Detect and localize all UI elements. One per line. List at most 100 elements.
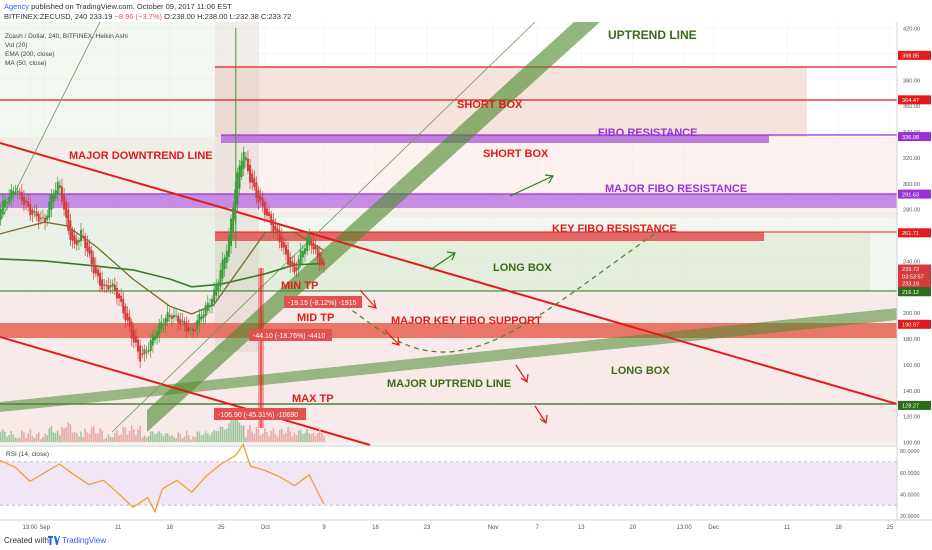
candle-body <box>134 336 137 343</box>
candle-body <box>276 228 279 233</box>
candle-body <box>31 209 34 215</box>
volume-bar <box>8 435 10 442</box>
volume-bar <box>310 433 313 442</box>
volume-bar <box>308 433 311 442</box>
candle-body <box>39 217 42 219</box>
candle-body <box>73 235 76 244</box>
max-tp-label: MAX TP <box>292 393 334 405</box>
volume-bar <box>272 428 275 442</box>
rsi-tick: 80.0000 <box>900 449 920 455</box>
candle-body <box>232 207 235 233</box>
candle-body <box>270 214 273 225</box>
candle-body <box>124 306 127 321</box>
volume-bar <box>314 436 317 442</box>
candle-body <box>153 336 156 341</box>
volume-bar <box>268 436 270 442</box>
rsi-tick: 40.0000 <box>900 493 920 499</box>
candle-body <box>162 324 165 326</box>
candle-body <box>223 257 226 269</box>
volume-bar <box>133 429 135 442</box>
volume-bar <box>166 433 169 442</box>
rsi-band <box>0 461 897 506</box>
candle-body <box>274 225 277 231</box>
candle-body <box>29 204 32 216</box>
volume-bar <box>35 433 38 442</box>
time-tick: 7 <box>536 525 540 531</box>
volume-bar <box>99 428 101 442</box>
time-tick: 13:00 <box>677 525 693 531</box>
candle-body <box>278 230 281 243</box>
volume-bar <box>202 434 205 442</box>
volume-bar <box>297 430 300 442</box>
candle-body <box>46 215 49 221</box>
tradingview-brand[interactable]: TradingView <box>62 536 107 545</box>
candle-body <box>202 314 205 319</box>
candle-body <box>200 316 203 320</box>
candle-body <box>20 191 23 202</box>
candle-body <box>22 196 25 205</box>
volume-bar <box>321 433 323 442</box>
candle-body <box>37 213 40 222</box>
price-marker-tag <box>898 278 931 288</box>
price-marker-tag <box>898 287 931 297</box>
volume-bar <box>50 426 53 442</box>
volume-bar <box>158 431 160 442</box>
candle-body <box>249 164 252 183</box>
min-tp-label: MIN TP <box>281 280 318 292</box>
volume-bar <box>149 431 152 442</box>
candle-body <box>14 192 17 194</box>
candle-body <box>71 230 74 241</box>
volume-bar <box>238 422 241 442</box>
author-link[interactable]: Agency <box>4 2 30 11</box>
candle-body <box>320 258 323 265</box>
volume-bar <box>196 431 199 442</box>
volume-bar <box>109 436 112 442</box>
candle-body <box>282 242 285 248</box>
candle-body <box>234 189 237 220</box>
rsi-tick: 60.0000 <box>900 471 920 477</box>
time-tick: 20 <box>629 525 636 531</box>
volume-bar <box>295 435 298 442</box>
candle-body <box>287 249 290 265</box>
volume-bar <box>75 433 78 442</box>
symbol-title: Zcash / Dollar, 240, BITFINEX, Heikin As… <box>5 33 128 40</box>
candle-body <box>145 351 148 353</box>
time-axis <box>0 520 932 532</box>
price-tick: 280.00 <box>903 208 920 214</box>
volume-bar <box>173 436 175 442</box>
candle-body <box>16 190 19 193</box>
major-uptrend-channel <box>0 308 897 412</box>
volume-bar <box>130 425 133 442</box>
candle-body <box>268 212 271 216</box>
publish-line: Agency published on TradingView.com, Oct… <box>4 2 232 11</box>
candle-body <box>27 201 30 207</box>
lower-downtrend-line <box>0 336 371 446</box>
volume-bar <box>283 434 285 442</box>
volume-bar <box>82 436 84 442</box>
price-marker-tag <box>898 132 931 142</box>
time-tick-labels: 13:00 Sep 11 18 25 Oct 9 16 23 Nov 7 13 20 13:00 Dec 11… <box>22 525 894 531</box>
price-tick: 160.00 <box>903 363 920 369</box>
candle-body <box>257 190 260 203</box>
volume-bar <box>78 436 80 442</box>
candle-body <box>215 285 218 296</box>
price-marker-tag <box>898 50 931 60</box>
candle-body <box>238 165 241 189</box>
candle-body <box>164 318 167 326</box>
volume-bar <box>52 432 55 442</box>
candle-body <box>60 186 63 202</box>
publish-header: Agency published on TradingView.com, Oct… <box>0 0 932 22</box>
price-tick: 420.00 <box>903 27 920 33</box>
volume-bar <box>56 430 59 442</box>
time-tick: Nov <box>488 525 499 531</box>
major-key-fibo-support-label: MAJOR KEY FIBO SUPPORT <box>391 315 542 327</box>
volume-bar <box>114 432 116 442</box>
vol-indicator: Vol (20) <box>5 42 28 49</box>
candle-body <box>130 321 133 339</box>
candle-body <box>213 289 216 303</box>
major-downtrend-line-label: MAJOR DOWNTREND LINE <box>69 150 213 162</box>
volume-bar <box>33 437 36 442</box>
tp-values: -19.15 (-8.12%) -1915 -44.10 (-18.76%) -… <box>218 300 357 419</box>
candle-body <box>225 250 228 264</box>
volume-bar <box>213 430 215 442</box>
